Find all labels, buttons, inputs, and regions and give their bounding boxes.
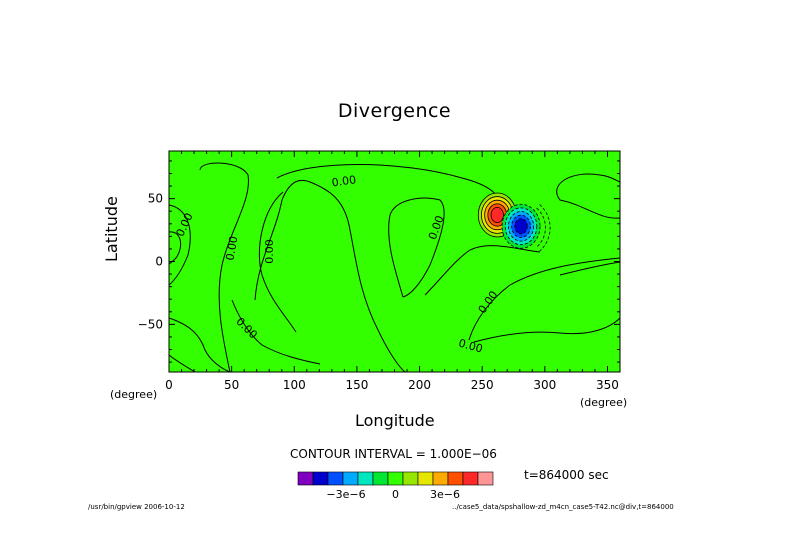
zero-contour-line — [168, 317, 231, 373]
zero-contour-line — [258, 191, 297, 333]
x-tick-label: 350 — [596, 378, 619, 392]
zero-contour-line — [231, 299, 321, 365]
colorbar-swatch — [342, 471, 359, 486]
colorbar-swatch — [297, 471, 314, 486]
x-axis-label: Longitude — [355, 411, 435, 430]
divergence-field — [169, 151, 620, 372]
zero-contours — [168, 162, 621, 373]
zero-contour-line — [559, 261, 621, 276]
x-unit-left: (degree) — [110, 388, 158, 401]
colorbar: −3e−6 0 3e−6 — [297, 471, 494, 501]
colorbar-tick-label: 0 — [392, 488, 399, 501]
x-tick-label: 50 — [224, 378, 239, 392]
wave-arc — [536, 207, 546, 248]
x-tick-label: 0 — [165, 378, 173, 392]
y-tick-label: 0 — [155, 255, 163, 269]
time-label: t=864000 sec — [524, 468, 609, 482]
contour-label: 0.00 — [457, 337, 484, 356]
axis-tick-labels: 0 50 100 150 200 250 300 350 −50 0 50 — [138, 192, 619, 392]
colorbar-tick-label: −3e−6 — [326, 488, 365, 501]
zero-contour-line — [468, 257, 621, 341]
footer-left-text: /usr/bin/gpview 2006-10-12 — [88, 503, 185, 511]
chart-title: Divergence — [337, 100, 452, 122]
zero-contour-line — [473, 317, 621, 343]
colorbar-swatch — [327, 471, 344, 486]
zero-contour-line — [424, 245, 541, 296]
colorbar-swatch — [402, 471, 419, 486]
x-tick-label: 150 — [345, 378, 368, 392]
zero-contour-line — [168, 354, 196, 373]
colorbar-swatch — [477, 471, 494, 486]
colorbar-swatch — [417, 471, 434, 486]
contour-label: 0.00 — [331, 173, 357, 189]
footer-right-text: ../case5_data/spshallow-zd_m4cn_case5-T4… — [452, 503, 674, 511]
colorbar-swatch — [462, 471, 479, 486]
wave-arc — [539, 204, 551, 252]
contour-interval-text: CONTOUR INTERVAL = 1.000E−06 — [290, 447, 497, 461]
zero-contour-line — [168, 231, 182, 265]
colorbar-tick-label: 3e−6 — [430, 488, 460, 501]
field-background — [169, 151, 620, 372]
colorbar-swatch — [312, 471, 329, 486]
zero-contour-line — [199, 162, 249, 373]
contour-label: 0.00 — [263, 239, 276, 264]
zero-contour-line — [168, 204, 191, 286]
colorbar-swatch — [387, 471, 404, 486]
x-unit-right: (degree) — [580, 396, 628, 409]
x-tick-label: 250 — [471, 378, 494, 392]
colorbar-swatch — [357, 471, 374, 486]
y-axis-label: Latitude — [102, 196, 121, 262]
y-tick-label: −50 — [138, 317, 163, 331]
zero-contour-line — [556, 173, 621, 219]
negative-anomaly-level — [514, 218, 528, 235]
colorbar-swatch — [372, 471, 389, 486]
contour-label: 0.00 — [223, 235, 240, 261]
colorbar-swatch — [447, 471, 464, 486]
x-tick-label: 100 — [283, 378, 306, 392]
x-tick-label: 200 — [408, 378, 431, 392]
anomaly-contours — [477, 192, 551, 252]
zero-contour-line — [254, 179, 406, 373]
axis-ticks — [168, 151, 621, 372]
x-tick-label: 300 — [533, 378, 556, 392]
zero-contour-line — [388, 197, 445, 298]
colorbar-swatch — [432, 471, 449, 486]
y-tick-label: 50 — [148, 192, 163, 206]
positive-anomaly-level — [490, 206, 504, 223]
